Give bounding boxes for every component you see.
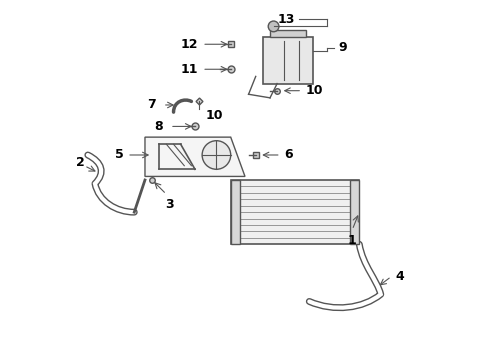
Bar xyxy=(263,37,313,84)
Bar xyxy=(231,180,359,244)
Text: 5: 5 xyxy=(115,148,123,162)
Text: 2: 2 xyxy=(76,156,85,168)
Bar xyxy=(350,180,359,244)
Text: 12: 12 xyxy=(181,38,198,51)
Text: 11: 11 xyxy=(181,63,198,76)
Bar xyxy=(231,180,240,244)
Circle shape xyxy=(202,141,231,169)
Text: 6: 6 xyxy=(284,148,293,162)
PathPatch shape xyxy=(145,137,245,176)
Text: 4: 4 xyxy=(395,270,404,283)
Bar xyxy=(270,30,306,37)
Text: 1: 1 xyxy=(348,234,357,247)
Circle shape xyxy=(268,21,279,32)
Text: 7: 7 xyxy=(147,99,156,112)
Text: 3: 3 xyxy=(166,198,174,211)
Text: 13: 13 xyxy=(278,13,295,26)
Text: 10: 10 xyxy=(306,84,323,97)
Text: 8: 8 xyxy=(154,120,163,133)
Text: 10: 10 xyxy=(206,109,223,122)
Text: 9: 9 xyxy=(338,41,346,54)
